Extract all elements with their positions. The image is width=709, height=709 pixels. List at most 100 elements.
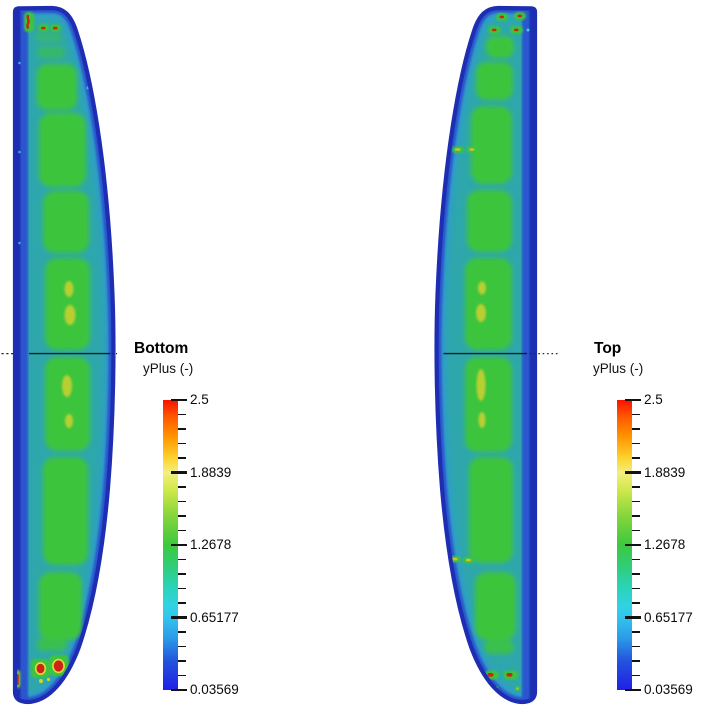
contour-panel [39,113,86,187]
view-label: Top [594,340,622,357]
hotspot [65,414,73,428]
colorbar-major-tick [171,616,187,619]
contour-panel [475,572,516,640]
hotspots [476,281,486,428]
hotspot [476,369,486,401]
hotspot [39,679,43,683]
edge-dot [18,61,21,65]
contour-panel [39,572,82,640]
colorbar-minor-tick [177,645,186,648]
colorbar-minor-tick [177,428,186,430]
edge-dot [526,28,530,32]
colorbar-major-tick [171,543,187,547]
colorbar-tick-label: 2.5 [644,391,663,407]
surface-bottom-interior [15,8,114,702]
contour-panel [465,357,512,452]
colorbar-title: yPlus (-) [593,361,644,376]
peak-spot [514,28,519,32]
colorbar-minor-tick [177,631,186,633]
contour-panel [465,258,512,350]
surface-top-interior [437,8,535,702]
colorbar-minor-tick [631,645,640,648]
colorbar-tick-label: 0.65177 [644,609,693,625]
colorbar-minor-tick [177,457,186,459]
colorbar-minor-tick [177,500,186,503]
colorbar-minor-tick [177,558,186,561]
colorbar-major-tick [625,616,641,619]
colorbar-major-tick [171,471,187,474]
peak-spot [34,662,47,675]
colorbar-major-tick [625,398,641,402]
hotspot [46,677,51,682]
colorbar-minor-tick [177,442,186,445]
hotspot [62,375,72,397]
edge-dot [18,241,21,245]
colorbar-minor-tick [631,674,640,677]
contour-panel [43,191,89,253]
surface-top [437,8,558,702]
colorbar-minor-tick [631,558,640,561]
colorbar-minor-tick [631,573,640,575]
colorbar-minor-tick [177,573,186,575]
colorbar-minor-tick [177,413,186,416]
colorbar-tick-label: 1.8839 [190,464,232,480]
colorbar-minor-tick [631,486,640,488]
colorbar-gradient: 2.5 1.8839 1.2678 0.65177 0.03569 [617,392,693,697]
hotspot [455,148,461,151]
colorbar-minor-tick [631,631,640,633]
contour-panel [484,640,514,654]
colorbar-tick-label: 1.2678 [644,536,686,552]
view-label: Bottom [134,340,189,357]
colorbar-minor-tick [631,660,640,662]
colorbar-tick-label: 1.2678 [190,536,232,552]
peak-spot [53,26,58,30]
colorbar-minor-tick [177,529,186,532]
hotspot [452,557,458,561]
edge-strip-blue [522,9,530,701]
colorbar-minor-tick [631,428,640,430]
hotspot [516,687,519,690]
contour-panel [471,106,512,184]
colorbar-gradient: 2.5 1.8839 1.2678 0.65177 0.03569 [163,392,239,697]
contour-panel [37,46,65,59]
contour-panel [45,357,90,451]
hotspot [476,304,486,322]
peak-spot [517,14,522,18]
contour-panel [45,258,90,350]
colorbar-minor-tick [631,442,640,445]
colorbar-ticks: 2.5 1.8839 1.2678 0.65177 0.03569 [625,392,709,697]
colorbar-minor-tick [631,602,640,604]
hotspot [469,148,475,151]
contour-panel [467,190,512,252]
colorbar-minor-tick [631,587,640,590]
colorbar-tick-label: 0.65177 [190,609,239,625]
peak-spot [506,673,513,677]
colorbar-minor-tick [631,529,640,532]
peak-spot [26,14,30,30]
contour-panel [43,457,88,565]
contour-panels [36,33,90,651]
hotspot [64,281,74,297]
contour-panel [469,457,513,563]
contour-panel [36,33,62,42]
peak-spot [52,658,65,674]
edge-dot [18,150,21,154]
colorbar-minor-tick [631,515,640,517]
peak-spot [499,15,504,19]
hotspots [62,281,76,428]
colorbar-minor-tick [177,486,186,488]
hotspot [478,412,486,428]
edge-strip-blue [20,9,28,701]
peak-spot [487,673,494,677]
colorbar-minor-tick [177,674,186,677]
hotspot [64,305,76,325]
colorbar-minor-tick [177,515,186,517]
colorbar-tick-label: 0.03569 [190,681,239,697]
peak-spot [492,28,497,32]
colorbar-major-tick [625,471,641,474]
colorbar-minor-tick [177,660,186,662]
hotspot [478,281,486,295]
colorbar-tick-label: 1.8839 [644,464,686,480]
colorbar-title: yPlus (-) [143,361,194,376]
